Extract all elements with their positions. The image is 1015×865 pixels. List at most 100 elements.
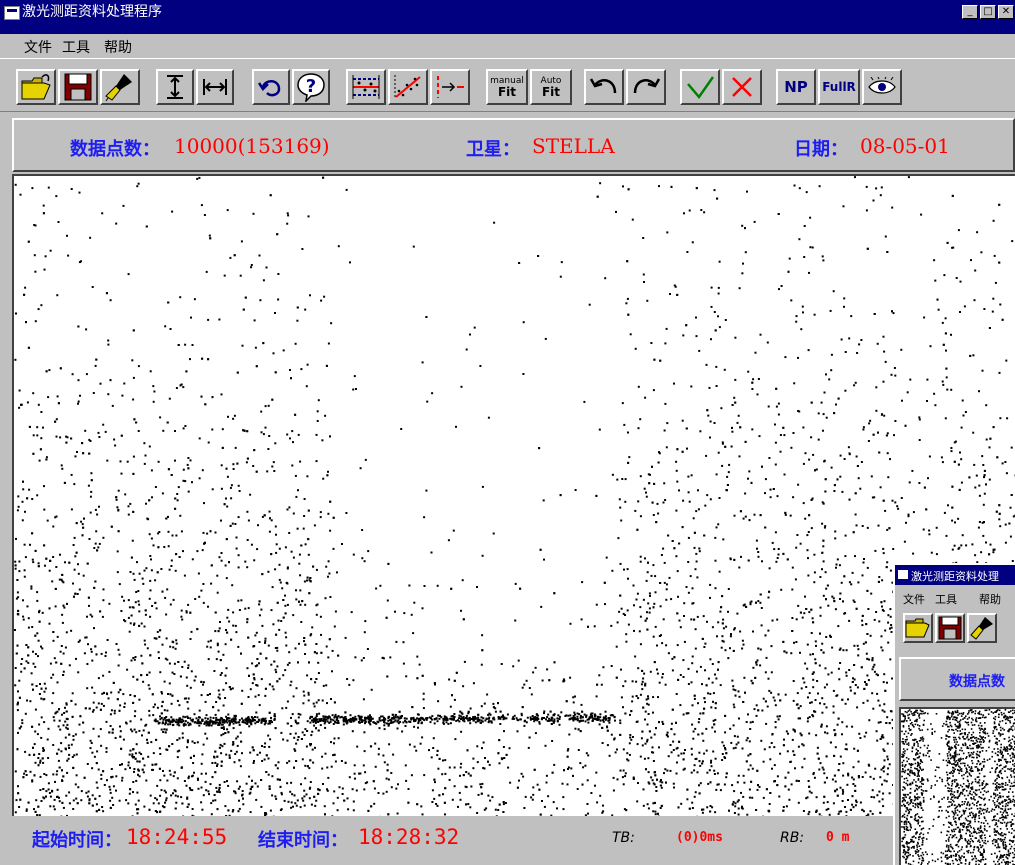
scatter-point — [218, 318, 221, 321]
open-button[interactable] — [16, 69, 56, 105]
scatter-point — [712, 719, 715, 722]
reject-button[interactable] — [722, 69, 762, 105]
manual-fit-button[interactable]: manual Fit — [486, 69, 528, 105]
scatter-plot-canvas[interactable] — [14, 176, 1015, 816]
horizontal-range-button[interactable] — [196, 69, 234, 105]
scatter-point — [973, 463, 976, 466]
menu-help[interactable]: 帮助 — [104, 40, 132, 56]
scatter-point — [858, 732, 861, 735]
scatter-point — [636, 800, 639, 803]
undo-button[interactable] — [252, 69, 290, 105]
menu-file[interactable]: 文件 — [24, 40, 52, 56]
vertical-range-button[interactable] — [156, 69, 194, 105]
brush-button[interactable] — [100, 69, 140, 105]
scatter-point — [639, 643, 642, 646]
scatter-point — [875, 187, 878, 190]
scatter-point — [165, 728, 168, 731]
scatter-point — [708, 386, 711, 389]
auto-fit-top: Auto — [540, 76, 562, 86]
scatter-point — [289, 732, 292, 735]
scatter-point — [881, 798, 884, 801]
scatter-point — [792, 699, 795, 702]
scatter-point — [723, 756, 726, 759]
scatter-fit-button[interactable] — [388, 69, 428, 105]
scatter-point — [989, 543, 992, 546]
scatter-point — [810, 401, 813, 404]
scatter-point — [644, 710, 647, 713]
scatter-point — [162, 770, 164, 772]
scatter-point — [583, 400, 586, 403]
scatter-point — [279, 581, 282, 584]
scatter-point — [696, 771, 699, 774]
forward-arrow-button[interactable] — [626, 69, 666, 105]
scatter-point — [877, 524, 880, 527]
scatter-point — [220, 552, 223, 554]
scatter-point — [718, 497, 721, 499]
scatter-point — [174, 647, 177, 650]
scatter-point — [47, 757, 50, 759]
scatter-point — [320, 651, 323, 654]
scatter-point — [317, 729, 320, 732]
scatter-point — [159, 671, 162, 674]
scatter-point — [200, 772, 203, 775]
help-button[interactable]: ? — [292, 69, 330, 105]
scatter-point — [90, 742, 93, 744]
np-button[interactable]: NP — [776, 69, 816, 105]
scatter-point — [625, 302, 628, 305]
scatter-point — [983, 476, 985, 479]
scatter-point — [300, 783, 302, 786]
scatter-point — [865, 209, 868, 212]
scatter-point — [822, 768, 825, 771]
scatter-point — [81, 442, 84, 445]
scatter-point — [907, 513, 910, 516]
maximize-button[interactable]: □ — [980, 5, 996, 19]
scatter-point — [612, 789, 615, 792]
scatter-point — [627, 623, 630, 626]
scatter-point — [738, 695, 741, 698]
close-button[interactable]: ✕ — [998, 5, 1014, 19]
accept-button[interactable] — [680, 69, 720, 105]
scatter-point — [699, 764, 702, 767]
minimize-button[interactable]: _ — [962, 5, 978, 19]
scatter-point — [469, 707, 472, 710]
scatter-point — [841, 733, 843, 736]
auto-fit-button[interactable]: Auto Fit — [530, 69, 572, 105]
scatter-point — [132, 756, 135, 759]
scatter-point — [442, 759, 444, 762]
scatter-point — [625, 640, 628, 643]
fullr-button[interactable]: FullR — [818, 69, 860, 105]
scatter-point — [121, 779, 124, 782]
scatter-point — [232, 742, 235, 745]
scatter-point — [382, 792, 385, 795]
back-arrow-button[interactable] — [584, 69, 624, 105]
scatter-point — [239, 731, 242, 734]
scatter-point — [187, 664, 190, 667]
scatter-plot[interactable] — [12, 174, 1015, 816]
scatter-point — [465, 786, 468, 789]
scatter-point — [34, 730, 37, 733]
eye-button[interactable] — [862, 69, 902, 105]
scatter-point — [972, 354, 975, 357]
arrow-red-button[interactable] — [430, 69, 470, 105]
scatter-point — [869, 634, 872, 637]
scatter-point — [647, 757, 650, 760]
scatter-point — [969, 354, 972, 357]
save-button[interactable] — [58, 69, 98, 105]
filter-band-button[interactable] — [346, 69, 386, 105]
scatter-point — [65, 702, 68, 705]
scatter-point — [437, 700, 440, 703]
scatter-point — [878, 620, 881, 623]
scatter-point — [218, 788, 221, 791]
menu-tools[interactable]: 工具 — [62, 40, 90, 56]
scatter-point — [869, 419, 872, 422]
scatter-point — [261, 745, 263, 747]
scatter-point — [714, 757, 717, 760]
scatter-point — [231, 522, 234, 525]
scatter-point — [284, 594, 286, 597]
scatter-point — [36, 426, 39, 429]
scatter-point — [825, 598, 827, 601]
points-label: 数据点数： — [70, 139, 160, 160]
scatter-point — [348, 683, 351, 686]
scatter-point — [719, 789, 722, 792]
scatter-point — [534, 732, 537, 735]
